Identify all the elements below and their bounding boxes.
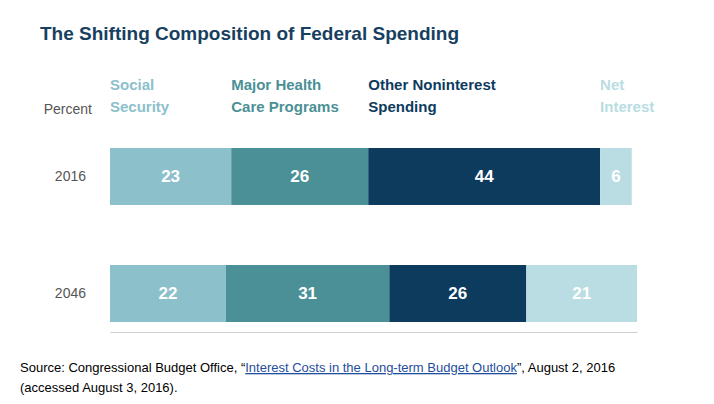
bar-segment bbox=[389, 265, 526, 322]
data-label: 23 bbox=[161, 167, 180, 186]
chart-title: The Shifting Composition of Federal Spen… bbox=[40, 23, 459, 44]
series-header-line: Security bbox=[110, 98, 170, 115]
category-label: 2016 bbox=[55, 168, 86, 184]
series-header-line: Interest bbox=[600, 98, 654, 115]
data-label: 44 bbox=[475, 167, 494, 186]
series-header: Social Security bbox=[110, 76, 170, 115]
annotation: Percent bbox=[44, 101, 92, 117]
source-text: ”, August 2, 2016 bbox=[517, 360, 615, 375]
value-axis-line bbox=[111, 332, 638, 333]
data-label: 31 bbox=[298, 284, 317, 303]
chart-root: The Shifting Composition of Federal Spen… bbox=[0, 0, 714, 404]
bar-segment bbox=[226, 265, 389, 322]
series-header: Major Health Care Programs bbox=[231, 76, 339, 115]
series-header-line: Other Noninterest bbox=[368, 76, 496, 93]
bar-segment bbox=[110, 148, 231, 205]
data-label: 21 bbox=[572, 284, 591, 303]
source-line: (accessed August 3, 2016). bbox=[20, 380, 178, 395]
bar-segment bbox=[526, 265, 637, 322]
bar-segment bbox=[110, 265, 226, 322]
series-header: Net Interest bbox=[600, 76, 654, 115]
data-labels: 23 22 26 31 44 26 6 21 bbox=[159, 167, 621, 303]
value-axis bbox=[111, 332, 638, 333]
data-label: 26 bbox=[290, 167, 309, 186]
category-axis: 2016 2046 bbox=[55, 168, 110, 301]
series-header-line: Social bbox=[110, 76, 154, 93]
data-label: 26 bbox=[448, 284, 467, 303]
series-header-line: Major Health bbox=[231, 76, 321, 93]
source-link[interactable]: Interest Costs in the Long-term Budget O… bbox=[245, 360, 517, 375]
bar-segment bbox=[600, 148, 632, 205]
source-line: Source: Congressional Budget Office, “In… bbox=[20, 360, 615, 375]
series-header-line: Care Programs bbox=[231, 98, 339, 115]
category-label: 2046 bbox=[55, 285, 86, 301]
data-label: 6 bbox=[611, 167, 620, 186]
data-label: 22 bbox=[159, 284, 178, 303]
bar-segment bbox=[368, 148, 600, 205]
category-tick: 2046 bbox=[55, 285, 110, 301]
series-header-line: Spending bbox=[368, 98, 436, 115]
source-text: Source: Congressional Budget Office, “ bbox=[20, 360, 245, 375]
category-tick: 2016 bbox=[55, 168, 110, 184]
bars bbox=[110, 148, 637, 322]
series-header-line: Net bbox=[600, 76, 624, 93]
series-header: Other Noninterest Spending bbox=[368, 76, 496, 115]
bar-segment bbox=[231, 148, 368, 205]
